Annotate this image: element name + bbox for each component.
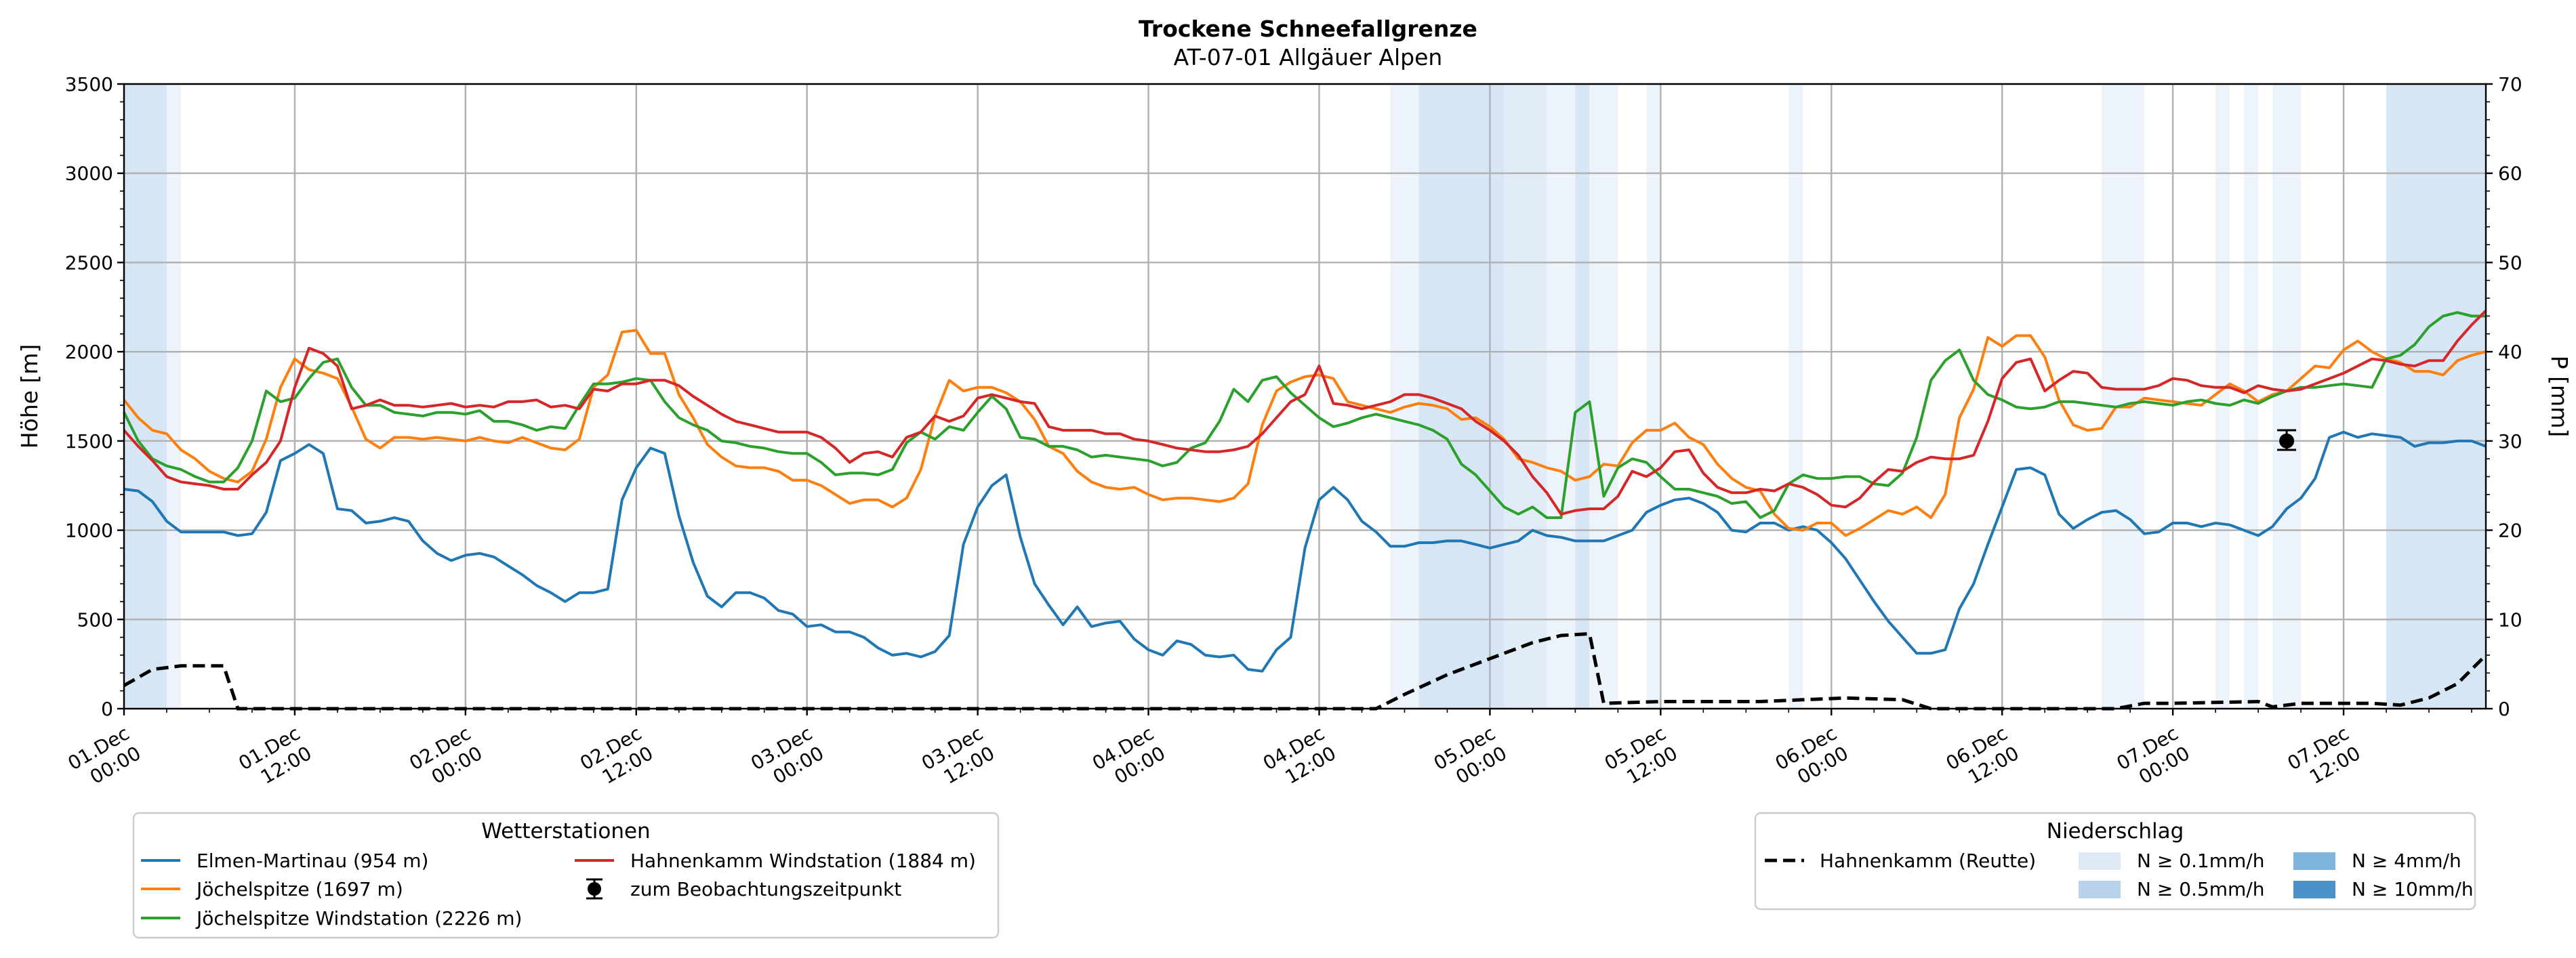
x-tick-label: 05.Dec00:00 [1430,722,1511,794]
precip-band [1788,84,1803,709]
x-tick-label: 01.Dec00:00 [64,722,145,794]
x-tick-label: 02.Dec00:00 [405,722,486,794]
legend-swatch [2079,852,2121,870]
y2-tick-label: 10 [2498,608,2522,631]
legend-swatch [2293,852,2335,870]
legend-label: N ≥ 0.5mm/h [2137,878,2264,900]
precip-band [1646,84,1661,709]
y-tick-label: 1000 [65,520,113,542]
y-tick-label: 0 [101,698,113,720]
precip-line [123,631,2487,711]
legend-box [132,812,1000,939]
y2-tick-label: 40 [2498,341,2522,363]
precip-band [1504,84,1547,709]
precip-band [1589,84,1618,709]
precipitation-bands [124,84,2486,709]
legend-title: Wetterstationen [481,819,650,844]
series-line [123,310,2487,516]
x-tick-label: 07.Dec00:00 [2113,722,2194,794]
x-tick-label: 02.Dec12:00 [576,722,657,794]
y-tick-label: 3000 [65,163,113,185]
chart-title: Trockene Schneefallgrenze [1139,16,1477,42]
legend-label: Hahnenkamm (Reutte) [1820,850,2036,872]
y2-axis-label: P [mm] [2546,356,2573,437]
y2-tick-label: 0 [2498,698,2510,720]
legend-label: N ≥ 0.1mm/h [2137,850,2264,872]
series-line [123,311,2486,520]
y2-tick-label: 60 [2498,163,2522,185]
x-tick-label: 03.Dec12:00 [918,722,998,794]
legend-swatch [588,882,601,896]
y2-tick-label: 30 [2498,430,2522,453]
precip-band [1547,84,1576,709]
x-tick-label: 05.Dec12:00 [1601,722,1681,794]
precipitation-legend: Niederschlag Hahnenkamm (Reutte) N ≥ 0.1mm… [1754,812,2476,911]
precip-band [166,84,181,709]
precip-band [2102,84,2145,709]
x-tick-label: 07.Dec12:00 [2284,722,2365,794]
y-tick-label: 2000 [65,341,113,363]
y2-tick-label: 70 [2498,73,2522,96]
legend-swatch [2079,881,2121,898]
y2-tick-label: 20 [2498,520,2522,542]
plot-frame [123,83,2487,710]
x-tick-label: 03.Dec00:00 [747,722,827,794]
precip-band [124,84,167,709]
y-axis-label: Höhe [m] [16,344,43,449]
legend-title: Niederschlag [2047,819,2184,844]
x-tick-label: 06.Dec12:00 [1942,722,2023,794]
stations-legend: Wetterstationen Elmen-Martinau (954 m) Jöc… [132,812,1000,939]
chart-subtitle: AT-07-01 Allgäuer Alpen [1174,44,1443,70]
series-line [123,329,2487,537]
precip-band [2215,84,2230,709]
legend-label: Jöchelspitze Windstation (2226 m) [195,907,522,930]
precip-band [2386,84,2486,709]
precip-band [1418,84,1505,709]
y-tick-label: 1500 [65,430,113,453]
y-tick-label: 500 [77,608,113,631]
y-tick-label: 2500 [65,251,113,274]
x-tick-label: 01.Dec12:00 [234,722,315,794]
precip-band [1575,84,1590,709]
legend-label: zum Beobachtungszeitpunkt [630,878,901,900]
legend-label: Jöchelspitze (1697 m) [195,878,403,900]
x-tick-label: 04.Dec12:00 [1259,722,1340,794]
legend-label: Elmen-Martinau (954 m) [197,850,428,872]
legend-label: N ≥ 10mm/h [2352,878,2474,900]
series-line [123,430,2487,673]
axes: 0 500 1000 1500 2000 2500 3000 3500 0 10 20 30 40 50 6… [64,73,2522,794]
precip-band [2272,84,2302,709]
legend-label: Hahnenkamm Windstation (1884 m) [630,850,976,872]
legend-label: N ≥ 4mm/h [2352,850,2461,872]
x-tick-label: 04.Dec00:00 [1088,722,1169,794]
legend-swatch [2293,881,2335,898]
x-tick-label: 06.Dec00:00 [1772,722,1852,794]
observation-point [2279,433,2295,449]
y-tick-label: 3500 [65,73,113,96]
data-series [123,310,2487,711]
precip-band [1390,84,1419,709]
y2-tick-label: 50 [2498,251,2522,274]
